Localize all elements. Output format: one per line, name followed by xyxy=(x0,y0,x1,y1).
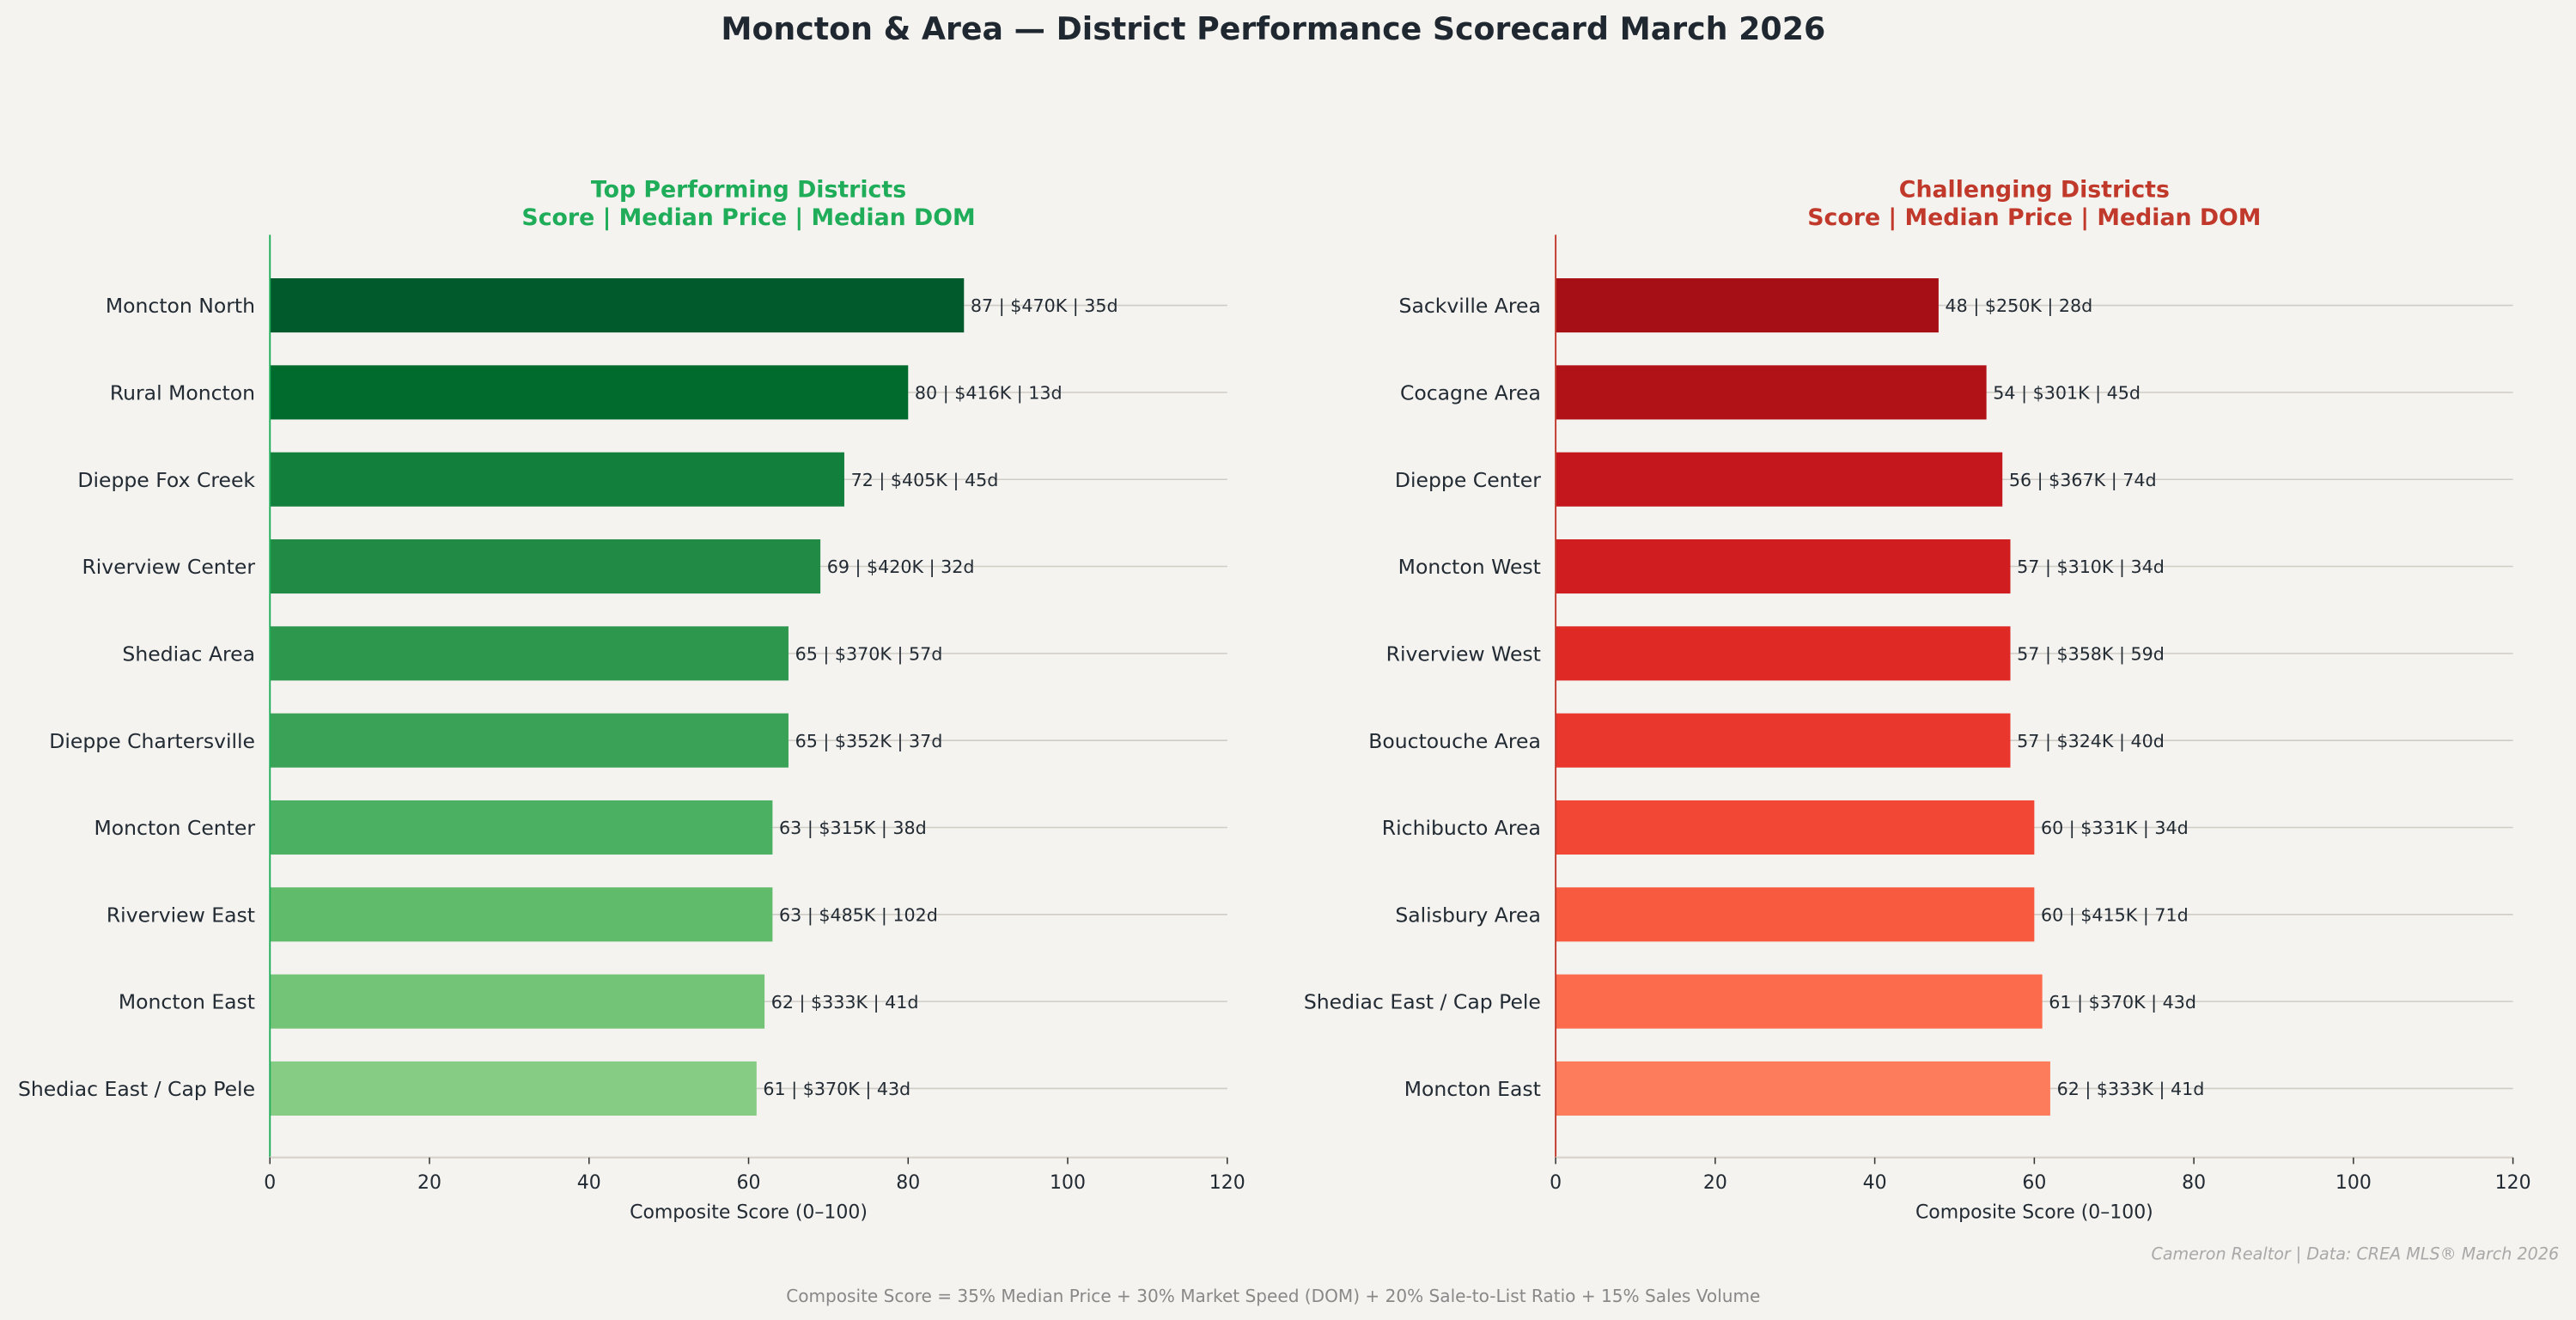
x-tick-label: 120 xyxy=(1209,1172,1245,1194)
x-tick-label: 40 xyxy=(1863,1172,1887,1194)
bar xyxy=(270,800,773,855)
bar xyxy=(270,887,773,942)
bar xyxy=(270,538,821,594)
bar-value-label: 72 | $405K | 45d xyxy=(851,470,999,491)
x-tick-label: 60 xyxy=(2022,1172,2046,1194)
bar xyxy=(270,278,965,333)
category-label: Cocagne Area xyxy=(1400,380,1541,405)
bar-value-label: 57 | $324K | 40d xyxy=(2017,731,2165,752)
category-label: Riverview West xyxy=(1386,642,1541,666)
category-label: Moncton Center xyxy=(94,816,256,840)
panel-title: Top Performing Districts xyxy=(591,176,906,203)
x-tick-label: 80 xyxy=(2182,1172,2206,1194)
category-label: Moncton West xyxy=(1398,555,1541,579)
bar xyxy=(1556,974,2043,1029)
bar-value-label: 60 | $415K | 71d xyxy=(2041,904,2189,926)
category-label: Riverview East xyxy=(107,903,255,927)
bar xyxy=(270,365,909,420)
bar-value-label: 63 | $485K | 102d xyxy=(779,904,938,926)
bar xyxy=(1556,1061,2050,1116)
bar-value-label: 65 | $370K | 57d xyxy=(795,643,943,665)
bar-value-label: 69 | $420K | 32d xyxy=(827,557,975,578)
x-axis-label: Composite Score (0–100) xyxy=(1915,1201,2153,1223)
bar xyxy=(270,626,789,681)
category-label: Rural Moncton xyxy=(110,380,255,405)
panel-subtitle: Score | Median Price | Median DOM xyxy=(521,204,975,231)
x-tick-label: 20 xyxy=(1703,1172,1727,1194)
bar-value-label: 57 | $310K | 34d xyxy=(2017,557,2165,578)
bar-value-label: 57 | $358K | 59d xyxy=(2017,643,2165,665)
bar-value-label: 63 | $315K | 38d xyxy=(779,818,927,839)
x-tick-label: 20 xyxy=(417,1172,442,1194)
bar-value-label: 80 | $416K | 13d xyxy=(915,383,1063,405)
category-label: Shediac East / Cap Pele xyxy=(1304,990,1541,1014)
bar-value-label: 61 | $370K | 43d xyxy=(2049,992,2196,1013)
category-label: Dieppe Chartersville xyxy=(49,729,255,753)
bar xyxy=(1556,365,1987,420)
bar xyxy=(270,974,765,1029)
x-tick-label: 100 xyxy=(2335,1172,2372,1194)
category-label: Sackville Area xyxy=(1399,294,1541,318)
category-label: Riverview Center xyxy=(82,555,255,579)
x-tick-label: 120 xyxy=(2495,1172,2531,1194)
bar xyxy=(1556,452,2003,507)
bar-value-label: 54 | $301K | 45d xyxy=(1993,383,2141,405)
category-label: Moncton East xyxy=(1404,1077,1541,1101)
bar-value-label: 56 | $367K | 74d xyxy=(2009,470,2157,491)
bar-value-label: 62 | $333K | 41d xyxy=(2057,1079,2205,1100)
category-label: Richibucto Area xyxy=(1382,816,1541,840)
formula-footnote: Composite Score = 35% Median Price + 30%… xyxy=(786,1286,1760,1306)
x-tick-label: 0 xyxy=(1550,1172,1562,1194)
category-label: Dieppe Center xyxy=(1395,468,1541,492)
x-tick-label: 60 xyxy=(737,1172,761,1194)
bar xyxy=(1556,626,2011,681)
category-label: Dieppe Fox Creek xyxy=(77,468,255,492)
bar xyxy=(1556,887,2035,942)
bar xyxy=(1556,800,2035,855)
bar-value-label: 60 | $331K | 34d xyxy=(2041,818,2189,839)
category-label: Bouctouche Area xyxy=(1368,729,1541,753)
x-tick-label: 40 xyxy=(577,1172,601,1194)
bar xyxy=(270,713,789,768)
x-tick-label: 0 xyxy=(264,1172,276,1194)
bar-value-label: 62 | $333K | 41d xyxy=(771,992,919,1013)
bar xyxy=(1556,538,2011,594)
bar xyxy=(1556,713,2011,768)
panel-subtitle: Score | Median Price | Median DOM xyxy=(1807,204,2261,231)
category-label: Shediac Area xyxy=(122,642,255,666)
bar-value-label: 65 | $352K | 37d xyxy=(795,731,943,752)
category-label: Salisbury Area xyxy=(1395,903,1541,927)
bar xyxy=(270,452,844,507)
category-label: Moncton North xyxy=(106,294,255,318)
bar xyxy=(1556,278,1939,333)
x-tick-label: 80 xyxy=(896,1172,920,1194)
bar-value-label: 87 | $470K | 35d xyxy=(971,295,1118,317)
x-axis-label: Composite Score (0–100) xyxy=(630,1201,868,1223)
bar-value-label: 48 | $250K | 28d xyxy=(1946,295,2093,317)
panel-title: Challenging Districts xyxy=(1899,176,2170,203)
x-tick-label: 100 xyxy=(1050,1172,1086,1194)
category-label: Moncton East xyxy=(119,990,255,1014)
bar-value-label: 61 | $370K | 43d xyxy=(763,1079,910,1100)
category-label: Shediac East / Cap Pele xyxy=(18,1077,255,1101)
credit-text: Cameron Realtor | Data: CREA MLS® March … xyxy=(2151,1244,2559,1263)
figure-title: Moncton & Area — District Performance Sc… xyxy=(721,10,1825,47)
bar xyxy=(270,1061,757,1116)
